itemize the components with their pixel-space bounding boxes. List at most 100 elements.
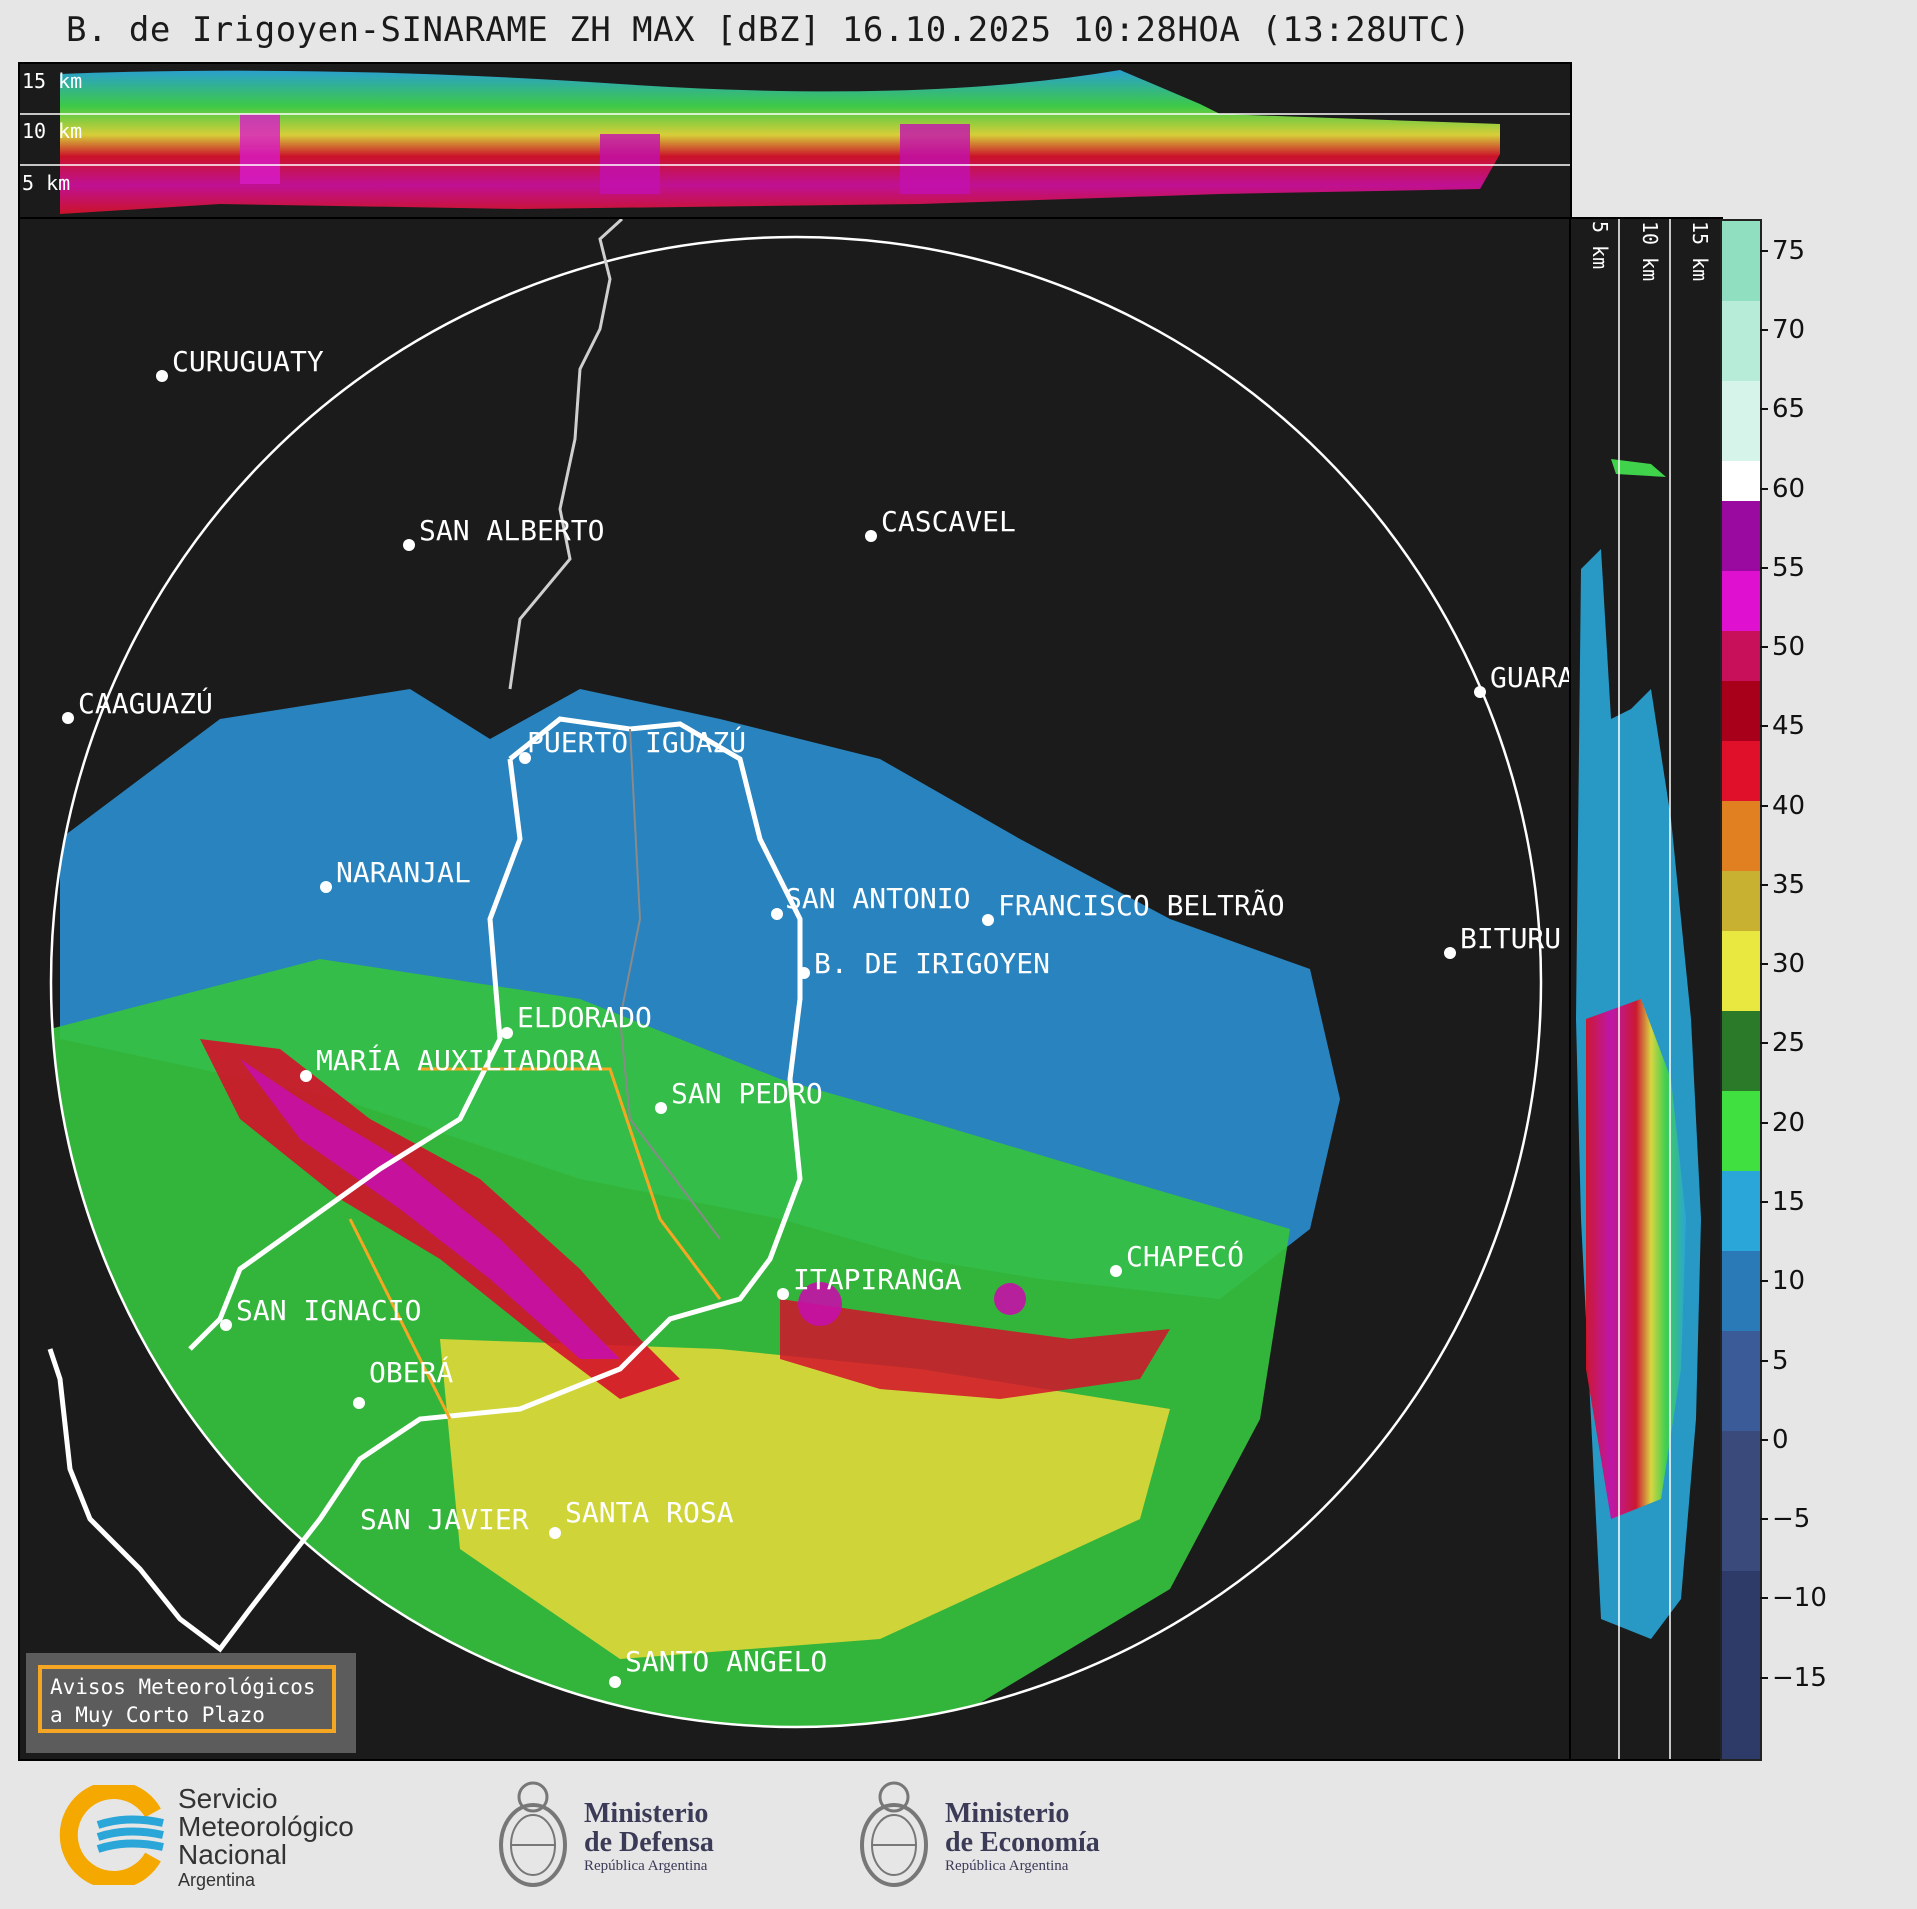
- colorbar-tick-label: 5: [1772, 1345, 1789, 1376]
- international-border: [508, 219, 624, 690]
- colorbar-tick-label: 70: [1772, 314, 1806, 345]
- city-markers: CURUGUATY SAN ALBERTO CASCAVEL CAAGUAZÚ …: [62, 345, 1570, 1688]
- radar-map[interactable]: CURUGUATY SAN ALBERTO CASCAVEL CAAGUAZÚ …: [20, 219, 1570, 1759]
- svg-text:FRANCISCO BELTRÃO: FRANCISCO BELTRÃO: [998, 889, 1285, 922]
- colorbar-tick-mark: [1760, 883, 1768, 886]
- city-san-antonio[interactable]: SAN ANTONIO: [771, 882, 970, 920]
- city-puerto-iguazu[interactable]: PUERTO IGUAZÚ: [519, 725, 746, 764]
- economia-coat-of-arms-icon: [857, 1775, 931, 1895]
- city-cascavel[interactable]: CASCAVEL: [865, 505, 1016, 542]
- svg-text:CHAPECÓ: CHAPECÓ: [1126, 1239, 1244, 1273]
- map-title: B. de Irigoyen-SINARAME ZH MAX [dBZ] 16.…: [66, 10, 1471, 50]
- colorbar-tick-label: −15: [1772, 1662, 1827, 1693]
- city-san-javier[interactable]: SAN JAVIER: [360, 1503, 529, 1536]
- city-chapeco[interactable]: CHAPECÓ: [1110, 1239, 1244, 1277]
- svg-text:CAAGUAZÚ: CAAGUAZÚ: [78, 686, 213, 720]
- colorbar-tick-mark: [1760, 328, 1768, 331]
- colorbar-tick-label: 55: [1772, 552, 1806, 583]
- svg-text:OBERÁ: OBERÁ: [369, 1355, 453, 1389]
- avisos-line2: a Muy Corto Plazo: [50, 1703, 265, 1727]
- top-height-label-10: 10 km: [22, 119, 82, 143]
- defensa-coat-of-arms-icon: [496, 1775, 570, 1895]
- svg-text:SANTO ANGELO: SANTO ANGELO: [625, 1645, 827, 1678]
- echo-blue-region: [60, 689, 1340, 1299]
- colorbar-tick-mark: [1760, 646, 1768, 649]
- colorbar-tick-mark: [1760, 1518, 1768, 1521]
- colorbar-tick-mark: [1760, 408, 1768, 411]
- svg-text:SAN ANTONIO: SAN ANTONIO: [785, 882, 970, 915]
- city-santa-rosa[interactable]: SANTA ROSA: [549, 1496, 734, 1539]
- top-height-label-5: 5 km: [22, 171, 70, 195]
- echo-yellow-region: [440, 1339, 1170, 1659]
- department-line: [618, 728, 721, 1240]
- colorbar-tick-label: 10: [1772, 1266, 1806, 1297]
- colorbar-tick-label: 50: [1772, 632, 1806, 663]
- city-santo-angelo[interactable]: SANTO ANGELO: [609, 1645, 827, 1688]
- svg-text:B. DE IRIGOYEN: B. DE IRIGOYEN: [814, 947, 1050, 980]
- radar-map-panel[interactable]: CURUGUATY SAN ALBERTO CASCAVEL CAAGUAZÚ …: [18, 217, 1572, 1761]
- city-francisco-beltrao[interactable]: FRANCISCO BELTRÃO: [982, 889, 1285, 926]
- colorbar-tick-label: 20: [1772, 1107, 1806, 1138]
- side-height-label-10: 10 km: [1638, 221, 1662, 281]
- colorbar-tick-mark: [1760, 1676, 1768, 1679]
- colorbar-tick-mark: [1760, 963, 1768, 966]
- smn-logo: [58, 1781, 168, 1889]
- svg-text:SAN JAVIER: SAN JAVIER: [360, 1503, 529, 1536]
- avisos-box[interactable]: Avisos Meteorológicos a Muy Corto Plazo: [26, 1653, 356, 1753]
- side-cross-section-chart: 5 km 10 km 15 km: [1576, 219, 1712, 1759]
- svg-text:SAN ALBERTO: SAN ALBERTO: [419, 514, 604, 547]
- province-border: [47, 716, 803, 1653]
- svg-text:BITURU: BITURU: [1460, 922, 1561, 955]
- top-cross-section-panel: 15 km 10 km 5 km: [18, 62, 1572, 220]
- city-bituru[interactable]: BITURU: [1444, 922, 1561, 959]
- city-san-ignacio[interactable]: SAN IGNACIO: [220, 1294, 421, 1331]
- svg-text:SAN PEDRO: SAN PEDRO: [671, 1077, 823, 1110]
- colorbar-tick-mark: [1760, 487, 1768, 490]
- colorbar-tick-label: 45: [1772, 711, 1806, 742]
- colorbar-tick-label: 75: [1772, 235, 1806, 266]
- warning-area-outline: [348, 1067, 722, 1420]
- colorbar-tick-label: 35: [1772, 869, 1806, 900]
- city-guara[interactable]: GUARA: [1474, 661, 1570, 698]
- colorbar-tick-mark: [1760, 1359, 1768, 1362]
- avisos-line1: Avisos Meteorológicos: [50, 1675, 316, 1699]
- colorbar-tick-label: 40: [1772, 790, 1806, 821]
- colorbar-tick-mark: [1760, 1042, 1768, 1045]
- svg-text:CASCAVEL: CASCAVEL: [881, 505, 1016, 538]
- svg-text:CURUGUATY: CURUGUATY: [172, 345, 324, 378]
- colorbar-tick-label: −5: [1772, 1504, 1811, 1535]
- colorbar-tick-mark: [1760, 1121, 1768, 1124]
- city-caaguazu[interactable]: CAAGUAZÚ: [62, 686, 213, 724]
- colorbar-tick-mark: [1760, 1438, 1768, 1441]
- province-border-west: [188, 758, 523, 1351]
- city-itapiranga[interactable]: ITAPIRANGA: [777, 1263, 962, 1300]
- svg-text:SAN IGNACIO: SAN IGNACIO: [236, 1294, 421, 1327]
- svg-text:ELDORADO: ELDORADO: [517, 1001, 652, 1034]
- svg-text:NARANJAL: NARANJAL: [336, 856, 471, 889]
- city-naranjal[interactable]: NARANJAL: [320, 856, 471, 893]
- city-maria-auxiliadora[interactable]: MARÍA AUXILIADORA: [300, 1043, 603, 1082]
- side-cross-section-panel: 5 km 10 km 15 km: [1569, 217, 1723, 1761]
- range-ring: [49, 235, 1543, 1729]
- svg-text:SANTA ROSA: SANTA ROSA: [565, 1496, 734, 1529]
- colorbar-tick-mark: [1760, 1280, 1768, 1283]
- top-cross-section-chart: 15 km 10 km 5 km: [20, 69, 1570, 214]
- colorbar-tick-label: −10: [1772, 1583, 1827, 1614]
- city-san-alberto[interactable]: SAN ALBERTO: [403, 514, 604, 551]
- colorbar-tick-label: 15: [1772, 1187, 1806, 1218]
- colorbar-tick-mark: [1760, 566, 1768, 569]
- colorbar-tick-label: 65: [1772, 394, 1806, 425]
- svg-text:PUERTO IGUAZÚ: PUERTO IGUAZÚ: [527, 725, 746, 759]
- svg-text:GUARA: GUARA: [1490, 661, 1570, 694]
- city-b-de-irigoyen[interactable]: B. DE IRIGOYEN: [798, 947, 1050, 980]
- dbz-colorbar: [1720, 219, 1762, 1761]
- svg-text:ITAPIRANGA: ITAPIRANGA: [793, 1263, 962, 1296]
- colorbar-tick-label: 60: [1772, 473, 1806, 504]
- colorbar-tick-label: 0: [1772, 1424, 1789, 1455]
- echo-magenta-core: [240, 1059, 620, 1359]
- city-san-pedro[interactable]: SAN PEDRO: [655, 1077, 823, 1114]
- city-eldorado[interactable]: ELDORADO: [501, 1001, 652, 1039]
- defensa-logo-text: Ministerio de Defensa República Argentin…: [584, 1798, 714, 1875]
- city-obera[interactable]: OBERÁ: [353, 1355, 453, 1409]
- city-curuguaty[interactable]: CURUGUATY: [156, 345, 324, 382]
